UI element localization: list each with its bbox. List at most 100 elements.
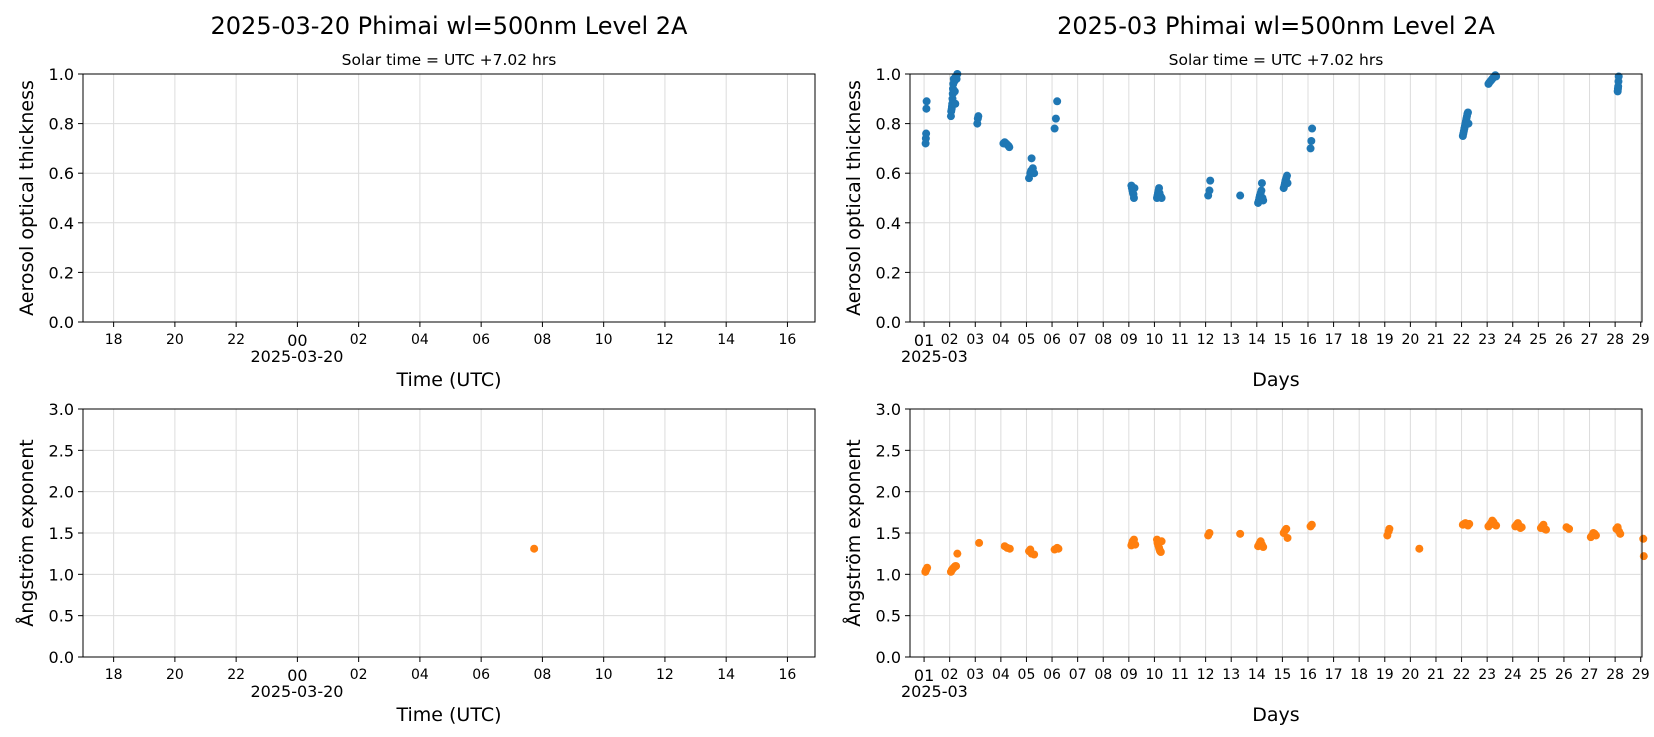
data-point: [1236, 529, 1245, 538]
x-tick-label: 10: [595, 332, 613, 348]
x-tick-label: 03: [966, 667, 984, 683]
x-tick-label: 22: [227, 667, 245, 683]
x-tick-label: 03: [966, 332, 984, 348]
x-tick-label: 13: [1222, 667, 1240, 683]
x-tick-label: 10: [595, 667, 613, 683]
data-point: [1054, 544, 1063, 553]
y-axis-label: Aerosol optical thickness: [16, 80, 38, 316]
y-tick-label: 0.2: [49, 263, 74, 282]
x-tick-label: 21: [1427, 332, 1445, 348]
y-tick-label: 1.5: [49, 524, 74, 543]
x-axis-label: Days: [1252, 704, 1299, 726]
data-series: [530, 544, 539, 553]
x-tick-label: 15: [1273, 332, 1291, 348]
y-tick-label: 0.0: [876, 313, 901, 332]
x-tick-label: 24: [1504, 667, 1522, 683]
data-point: [1307, 136, 1316, 145]
y-tick-label: 0.0: [49, 313, 74, 332]
data-point: [951, 99, 960, 108]
data-point: [1463, 108, 1472, 117]
y-tick-label: 1.0: [876, 565, 901, 584]
x-tick-label: 16: [1299, 332, 1317, 348]
data-point: [950, 87, 959, 96]
data-point: [1030, 169, 1039, 178]
x-tick-label: 14: [1248, 667, 1266, 683]
plot-area-frame: [82, 73, 816, 323]
data-point: [952, 562, 961, 571]
x-tick-label: 12: [656, 332, 674, 348]
x-tick-label: 08: [1094, 332, 1112, 348]
panel-monthly_angstrom: 0.0 0.5 1.0 1.5 2.0 2.5 3.0 01 02 03 04 05 06 07 08 09 1…: [842, 400, 1650, 726]
data-point: [1257, 186, 1266, 195]
x-tick-label: 08: [534, 667, 552, 683]
x-tick-label: 11: [1171, 667, 1189, 683]
data-point: [1259, 196, 1268, 205]
x-tick-label: 29: [1632, 667, 1650, 683]
data-point: [1492, 521, 1501, 530]
x-axis-label: Time (UTC): [395, 369, 501, 391]
x-tick-label: 14: [1248, 332, 1266, 348]
x-tick-label: 28: [1606, 332, 1624, 348]
panel-daily_angstrom: 0.0 0.5 1.0 1.5 2.0 2.5 3.0 18 20 22 00 02 04 06 08 10 1…: [15, 400, 816, 726]
data-point: [1259, 543, 1268, 552]
x-tick-label: 12: [656, 667, 674, 683]
x-tick-label: 04: [411, 332, 429, 348]
x-tick-label: 09: [1120, 332, 1138, 348]
data-point: [1639, 534, 1648, 543]
chart-subtitle: Solar time = UTC +7.02 hrs: [1169, 51, 1384, 69]
x-tick-label: 12: [1197, 667, 1215, 683]
x-tick-label: 06: [1043, 332, 1061, 348]
data-point: [974, 112, 983, 121]
x-tick-label: 04: [992, 667, 1010, 683]
data-point: [1385, 524, 1394, 533]
x-tick-label: 06: [1043, 667, 1061, 683]
data-point: [1157, 194, 1166, 202]
data-point: [530, 544, 539, 553]
x-axis-label: Time (UTC): [395, 704, 501, 726]
y-tick-label: 0.6: [876, 164, 901, 183]
x-tick-label: 23: [1478, 332, 1496, 348]
data-point: [1205, 186, 1214, 195]
x-tick-label: 22: [1453, 332, 1471, 348]
x-tick-label: 00: [287, 331, 307, 350]
y-tick-label: 2.0: [49, 483, 74, 502]
data-point: [1282, 524, 1291, 533]
x-tick-label: 20: [166, 332, 184, 348]
x-tick-label: 09: [1120, 667, 1138, 683]
data-point: [1130, 184, 1139, 193]
x-tick-label: 25: [1529, 332, 1547, 348]
data-point: [923, 563, 932, 572]
data-point: [1306, 144, 1315, 153]
x-tick-label: 21: [1427, 667, 1445, 683]
x-tick-label: 10: [1146, 667, 1164, 683]
x-tick-label: 22: [227, 332, 245, 348]
x-tick-label: 02: [350, 332, 368, 348]
y-tick-label: 3.0: [49, 400, 74, 419]
data-point: [953, 549, 962, 558]
x-date-label: 2025-03: [901, 347, 968, 366]
y-tick-label: 1.0: [49, 565, 74, 584]
x-tick-label: 23: [1478, 667, 1496, 683]
data-point: [1131, 540, 1140, 549]
data-point: [1257, 179, 1266, 188]
y-tick-label: 2.5: [49, 441, 74, 460]
y-tick-label: 0.0: [876, 648, 901, 667]
y-tick-label: 0.5: [876, 607, 901, 626]
data-point: [1415, 544, 1424, 553]
x-tick-label: 10: [1146, 332, 1164, 348]
y-axis-label: Aerosol optical thickness: [843, 80, 865, 316]
y-tick-label: 3.0: [876, 400, 901, 419]
x-axis-label: Days: [1252, 369, 1299, 391]
x-tick-label: 18: [105, 332, 123, 348]
x-tick-label: 01: [914, 666, 934, 685]
y-tick-label: 0.5: [49, 607, 74, 626]
x-tick-label: 18: [105, 667, 123, 683]
x-tick-label: 16: [779, 667, 797, 683]
x-tick-label: 20: [1401, 667, 1419, 683]
data-point: [1464, 119, 1473, 128]
x-tick-label: 05: [1018, 332, 1036, 348]
y-tick-label: 2.5: [876, 441, 901, 460]
x-tick-label: 19: [1376, 332, 1394, 348]
x-tick-label: 01: [914, 331, 934, 350]
data-point: [1005, 143, 1014, 152]
